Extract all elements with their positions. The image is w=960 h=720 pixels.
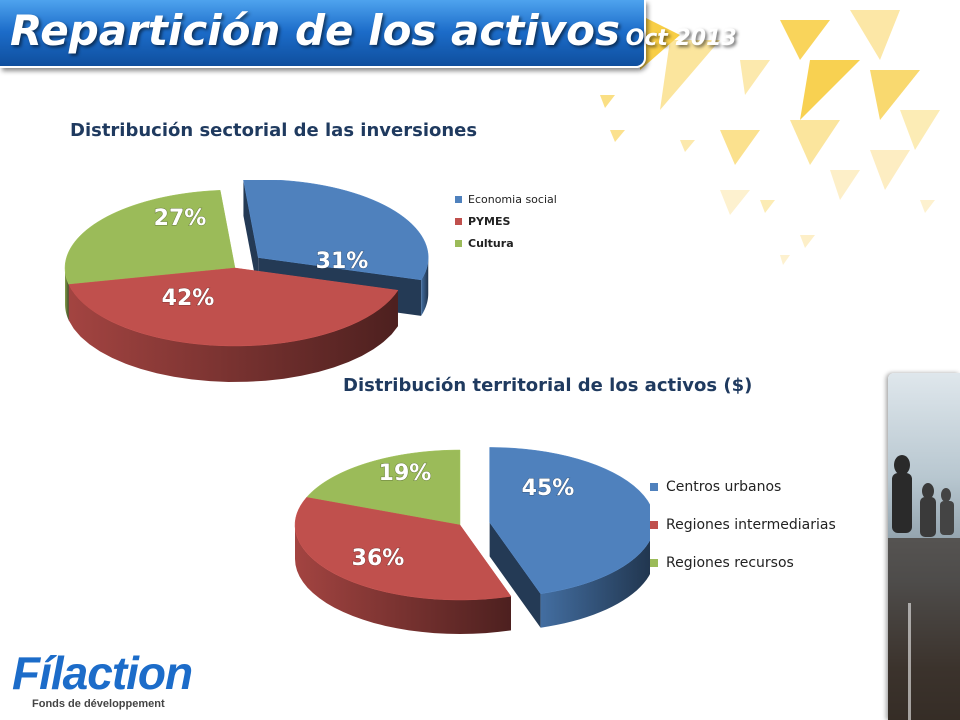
legend-label: Centros urbanos — [666, 479, 782, 495]
legend-item-1-2: Regiones recursos — [650, 544, 836, 582]
pie-slice-0-1 — [68, 267, 399, 382]
legend-label: Economia social — [468, 192, 557, 206]
legend-label: Regiones recursos — [666, 555, 794, 571]
meeting-photo — [888, 373, 960, 720]
title-banner: Repartición de los activos Oct 2013 — [0, 0, 737, 68]
legend-swatch — [455, 195, 462, 203]
legend-item-0-2: Cultura — [455, 232, 557, 254]
photo-silhouettes — [888, 455, 960, 720]
chart-territorial-title: Distribución territorial de los activos … — [343, 375, 753, 396]
legend-label: Cultura — [468, 236, 514, 250]
legend-item-0-0: Economia social — [455, 188, 557, 210]
chart-sectorial-pie: 31% 42% 27% — [64, 180, 429, 382]
legend-label: Regiones intermediarias — [666, 517, 836, 533]
slide-title: Repartición de los activos Oct 2013 — [10, 6, 737, 55]
slide-title-main: Repartición de los activos — [10, 6, 620, 55]
legend-swatch — [650, 559, 658, 567]
pie-label-1-2: 19% — [379, 461, 432, 486]
legend-swatch — [455, 217, 462, 225]
pie-slice-1-1 — [294, 497, 512, 634]
slide-title-date: Oct 2013 — [625, 26, 737, 51]
pie-label-0-0: 31% — [316, 249, 369, 274]
chart-sectorial-title: Distribución sectorial de las inversione… — [70, 120, 478, 141]
pie-label-0-2: 27% — [154, 206, 207, 231]
legend-swatch — [455, 239, 462, 247]
chart-territorial-pie: 45% 36% 19% — [294, 447, 650, 634]
logo-wordmark: Fílaction — [12, 647, 193, 699]
pie-label-1-0: 45% — [522, 476, 575, 501]
pie-label-0-1: 42% — [162, 286, 215, 311]
legend-label: PYMES — [468, 214, 511, 228]
chart-territorial-legend: Centros urbanos Regiones intermediarias Re… — [650, 468, 836, 582]
pie-slice-1-0 — [489, 447, 650, 628]
logo-tagline: Fonds de développement — [32, 698, 165, 710]
filaction-logo: Fílaction Fonds de développement — [12, 646, 202, 714]
legend-swatch — [650, 483, 658, 491]
legend-swatch — [650, 521, 658, 529]
legend-item-0-1: PYMES — [455, 210, 557, 232]
chart-sectorial-legend: Economia social PYMES Cultura — [455, 188, 557, 254]
pie-label-1-1: 36% — [352, 546, 405, 571]
legend-item-1-1: Regiones intermediarias — [650, 506, 836, 544]
legend-item-1-0: Centros urbanos — [650, 468, 836, 506]
